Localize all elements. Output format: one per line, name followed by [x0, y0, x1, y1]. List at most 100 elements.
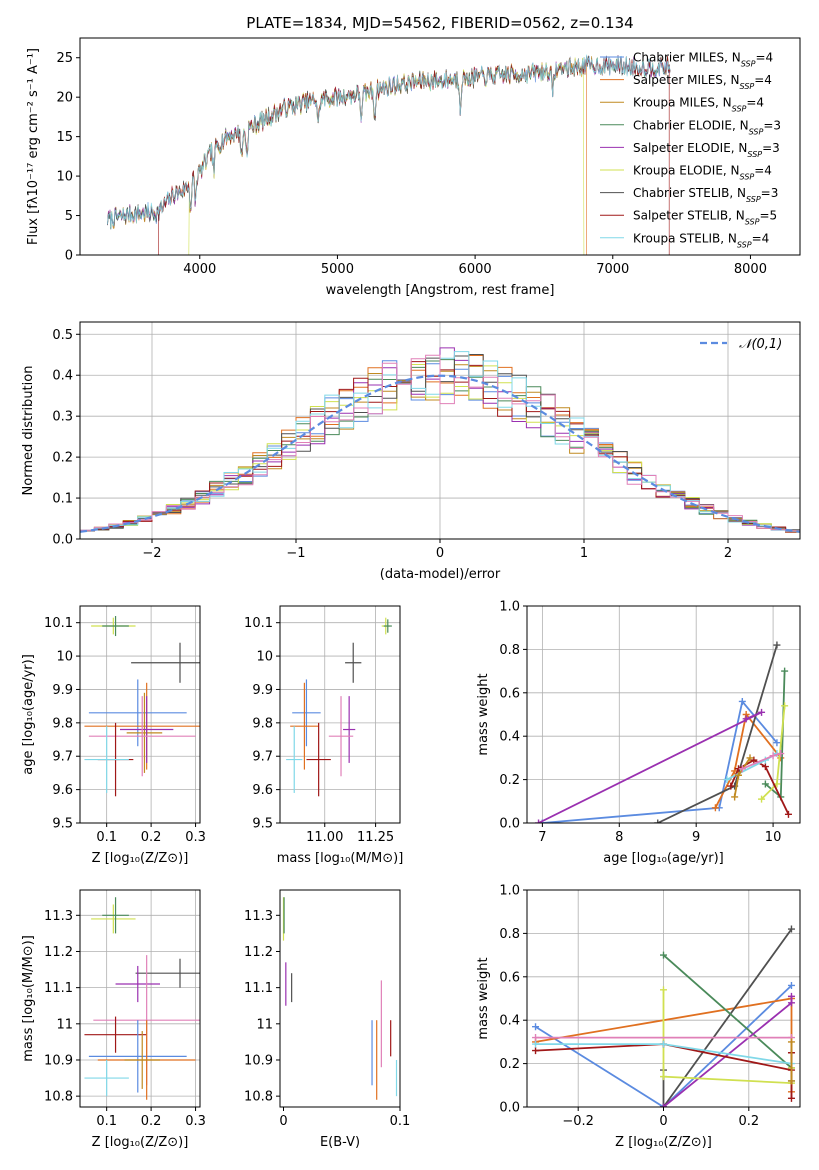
y-tick-label: 0.2 — [52, 451, 73, 466]
errorbar-point — [131, 642, 200, 683]
y-tick-label: 20 — [56, 91, 73, 106]
y-tick-label: 15 — [56, 130, 73, 145]
y-tick-label: 0.0 — [499, 1101, 520, 1116]
y-tick-label: 0.1 — [52, 492, 73, 507]
y-axis-label: mass weight — [476, 957, 491, 1039]
axes-frame — [79, 889, 201, 1108]
weight-marker — [734, 771, 742, 779]
errorbar-point — [383, 619, 392, 633]
errorbar-point — [102, 897, 129, 934]
y-tick-label: 1.0 — [499, 884, 520, 899]
figure-title: PLATE=1834, MJD=54562, FIBERID=0562, z=0… — [246, 14, 633, 32]
spectrum-series — [107, 54, 671, 228]
weight-line — [662, 928, 793, 1107]
legend-entry: Salpeter ELODIE, NSSP=3 — [633, 141, 780, 159]
panel-weight_vs_Z: −0.2 0 0.2 0.0 0.2 0.4 0.6 0.8 1.0 Z [log₁₀(Z/Z⊙)… — [476, 884, 801, 1150]
x-tick-label: 0.1 — [96, 1114, 117, 1129]
errorbar-point — [84, 1059, 129, 1097]
y-tick-label: 11.1 — [244, 981, 273, 996]
weight-line — [714, 712, 782, 809]
weight-marker — [660, 1073, 667, 1081]
x-axis-label: E(B-V) — [320, 1135, 360, 1150]
x-tick-label: 0.1 — [390, 1114, 411, 1129]
errorbar-point — [88, 679, 187, 747]
errorbar-point — [286, 726, 303, 793]
y-tick-label: 11.2 — [44, 945, 73, 960]
panel-spectrum: 4000 5000 6000 7000 8000 0 5 10 15 20 25 wavelength… — [26, 37, 801, 298]
legend-entry: Chabrier ELODIE, NSSP=3 — [633, 118, 781, 136]
weight-marker — [769, 752, 777, 760]
plot-area — [107, 54, 671, 255]
weight-marker — [532, 1047, 540, 1055]
x-tick-label: 11.00 — [306, 830, 343, 845]
y-axis-label: mass [log₁₀(M/M⊙)] — [21, 935, 36, 1062]
x-tick-label: 10 — [765, 830, 782, 845]
errorbar-point — [345, 642, 362, 683]
x-tick-label: 4000 — [183, 262, 216, 277]
weight-marker — [787, 925, 795, 933]
weight-marker — [738, 697, 746, 705]
x-tick-label: 2 — [724, 546, 732, 561]
y-tick-label: 10.9 — [244, 1053, 273, 1068]
errorbar-point — [124, 1031, 160, 1089]
x-tick-label: 9 — [692, 830, 700, 845]
weight-marker — [532, 1040, 540, 1048]
spectrum-series — [107, 55, 587, 255]
x-axis-label: (data-model)/error — [380, 567, 501, 582]
x-tick-label: 0.1 — [96, 830, 117, 845]
weight-marker — [781, 667, 789, 675]
y-tick-label: 10.1 — [244, 616, 273, 631]
x-tick-label: 0 — [279, 1114, 287, 1129]
x-tick-label: 0.3 — [185, 830, 206, 845]
weight-marker — [746, 754, 754, 762]
axes-frame — [279, 889, 401, 1108]
y-axis-label: age [log₁₀(age/yr)] — [21, 654, 36, 775]
y-tick-label: 9.6 — [52, 783, 73, 798]
errorbar-point — [91, 904, 136, 934]
errorbar-point — [84, 1016, 147, 1053]
weight-marker — [787, 999, 795, 1007]
legend-entry: 𝒩(0,1) — [739, 337, 782, 352]
legend: Chabrier MILES, NSSP=4 Salpeter MILES, NS… — [600, 51, 781, 249]
legend-entry: Kroupa ELODIE, NSSP=4 — [633, 164, 772, 182]
x-axis-label: Z [log₁₀(Z/Z⊙)] — [615, 1135, 712, 1150]
weight-marker — [723, 776, 731, 784]
weight-marker — [727, 782, 735, 790]
errorbar-point — [292, 679, 321, 747]
weight-marker — [787, 1038, 795, 1046]
plot-area — [532, 925, 795, 1107]
weight-marker — [731, 793, 739, 801]
y-tick-label: 0.0 — [52, 533, 73, 548]
y-tick-label: 10.9 — [44, 1053, 73, 1068]
legend-entry: Kroupa STELIB, NSSP=4 — [633, 231, 769, 249]
x-tick-label: 0.3 — [185, 1114, 206, 1129]
weight-marker — [660, 1040, 667, 1048]
weight-marker — [742, 715, 750, 723]
x-tick-label: 8000 — [734, 262, 767, 277]
plot-area — [282, 897, 398, 1100]
panel-age_vs_Z: 0.1 0.2 0.3 9.5 9.6 9.7 9.8 9.9 10 10.1 Z [log₁₀(Z… — [21, 605, 206, 866]
errorbar-point — [88, 1020, 187, 1093]
weight-marker — [787, 992, 795, 1000]
x-tick-label: 0.2 — [738, 1114, 759, 1129]
y-tick-label: 10.8 — [44, 1090, 73, 1105]
y-tick-label: 11.3 — [244, 909, 273, 924]
y-tick-label: 11 — [56, 1017, 73, 1032]
spectrum-series — [158, 55, 670, 255]
y-tick-label: 0 — [65, 249, 73, 264]
weight-line — [535, 984, 793, 1107]
y-tick-label: 0.6 — [499, 686, 520, 701]
plot-area — [286, 617, 392, 797]
x-tick-label: 5000 — [321, 262, 354, 277]
x-axis-label: age [log₁₀(age/yr)] — [603, 851, 724, 866]
weight-marker — [787, 1077, 795, 1085]
errorbar-point — [88, 696, 196, 777]
x-tick-label: −1 — [286, 546, 305, 561]
y-tick-label: 9.7 — [252, 750, 273, 765]
y-tick-label: 9.6 — [252, 783, 273, 798]
errorbar-point — [115, 965, 160, 1003]
errorbar-point — [126, 692, 163, 773]
panel-mass_vs_ebv: 0 0.1 10.8 10.9 11 11.1 11.2 11.3 E(B-V) — [244, 889, 411, 1150]
y-tick-label: 9.8 — [252, 716, 273, 731]
